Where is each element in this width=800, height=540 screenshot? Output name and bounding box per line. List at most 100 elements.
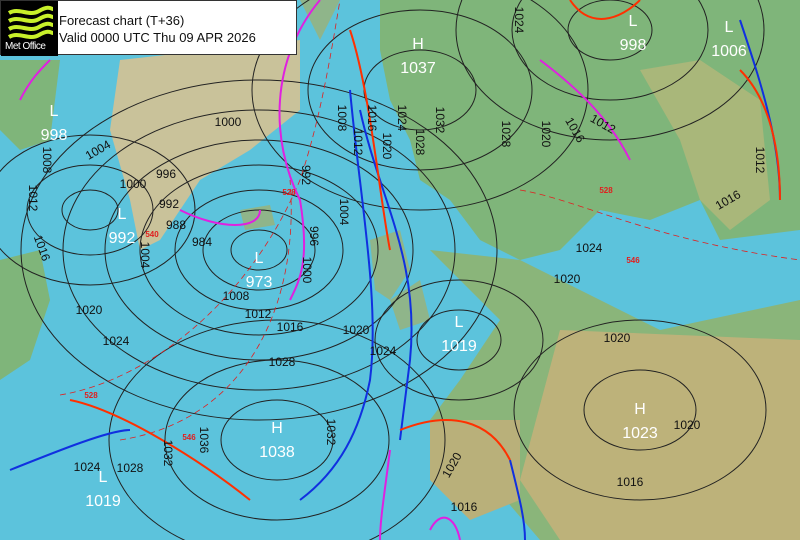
svg-text:L: L <box>455 314 464 331</box>
isobar <box>567 0 653 61</box>
isobar <box>62 109 456 391</box>
isobar-label: 1024 <box>576 241 603 255</box>
isobar <box>511 0 709 101</box>
isobar-label: 1004 <box>138 242 152 269</box>
isobar-label: 1024 <box>395 105 409 132</box>
isobar-label: 1028 <box>269 355 296 369</box>
isobar-label: 1032 <box>161 440 175 467</box>
isobar-label: 1024 <box>370 344 397 358</box>
isobar <box>307 9 533 171</box>
isobar <box>108 319 446 540</box>
svg-text:998: 998 <box>41 127 68 144</box>
svg-text:H: H <box>412 36 424 53</box>
isobar <box>455 0 765 141</box>
isobar-label: 1032 <box>433 107 447 134</box>
isobar <box>374 279 544 401</box>
isobar-label: 1016 <box>277 320 304 334</box>
isobar-label: 1008 <box>335 105 349 132</box>
logo-waves-icon <box>7 5 54 39</box>
pressure-centre-low: L 998 <box>41 103 68 144</box>
isobar-labels: 1024100410001000996992988984100810121016… <box>26 7 767 514</box>
isobar-label: 984 <box>192 235 212 249</box>
isobar <box>220 399 334 481</box>
isobar-label: 1028 <box>117 461 144 475</box>
isobar-label: 996 <box>156 167 176 181</box>
pressure-centre-high: H 1038 <box>259 420 295 461</box>
svg-text:L: L <box>50 103 59 120</box>
isobar-label: 1020 <box>539 121 553 148</box>
svg-text:1037: 1037 <box>400 60 436 77</box>
thickness-label: 528 <box>84 391 98 400</box>
thickness-label: 528 <box>282 188 296 197</box>
isobar-label: 1020 <box>76 303 103 317</box>
svg-text:998: 998 <box>620 37 647 54</box>
isobar-label: 1012 <box>26 185 40 212</box>
thickness-label: 546 <box>626 256 640 265</box>
pressure-centre-low: L 973 <box>246 250 273 291</box>
thickness-label: 546 <box>182 433 196 442</box>
isobar-label: 1000 <box>300 257 314 284</box>
isobar-label: 1032 <box>324 419 338 446</box>
svg-text:L: L <box>629 13 638 30</box>
isobar-label: 1004 <box>337 199 351 226</box>
isobar-label: 992 <box>299 165 313 185</box>
svg-text:1038: 1038 <box>259 444 295 461</box>
isobar-label: 1036 <box>197 427 211 454</box>
isobar <box>164 359 390 521</box>
met-office-logo: Met Office <box>1 1 58 56</box>
pressure-centre-low: L 992 <box>109 206 136 247</box>
occluded-front <box>539 59 631 161</box>
pressure-centre-low: L 1019 <box>441 314 477 355</box>
svg-text:L: L <box>255 250 264 267</box>
svg-text:1006: 1006 <box>711 43 747 60</box>
isobar <box>174 189 344 311</box>
isobar <box>20 79 498 421</box>
isobar-label: 1008 <box>223 289 250 303</box>
isobar-label: 1024 <box>103 334 130 348</box>
isobar <box>513 319 767 501</box>
isobars <box>0 0 767 540</box>
chart-header: Met Office Forecast chart (T+36) Valid 0… <box>0 0 297 56</box>
svg-text:1023: 1023 <box>622 425 658 442</box>
isobar <box>416 309 502 371</box>
thickness-lines <box>59 0 800 441</box>
chart-title: Forecast chart (T+36) <box>59 13 185 28</box>
isobar-label: 1012 <box>245 307 272 321</box>
svg-text:L: L <box>725 19 734 36</box>
svg-text:1019: 1019 <box>85 493 121 510</box>
valid-time: Valid 0000 UTC Thu 09 APR 2026 <box>59 30 256 45</box>
isobar-label: 1016 <box>365 105 379 132</box>
thickness-label: 540 <box>145 230 159 239</box>
isobar-label: 1000 <box>120 177 147 191</box>
pressure-centre-low: L 998 <box>620 13 647 54</box>
svg-text:973: 973 <box>246 274 273 291</box>
thickness-labels: 528 540 546 528 528 546 <box>84 186 640 442</box>
pressure-centre-high: H 1037 <box>400 36 436 77</box>
isobar-label: 1020 <box>343 323 370 337</box>
isobar-label: 988 <box>166 218 186 232</box>
occluded-front <box>429 516 461 540</box>
isobar-label: 1008 <box>40 147 54 174</box>
isobar-label: 1020 <box>554 272 581 286</box>
cold-front <box>299 89 374 501</box>
pressure-centre-high: H 1023 <box>622 401 658 442</box>
isobar <box>0 134 196 286</box>
isobar-label: 1024 <box>512 7 526 34</box>
occluded-front <box>379 449 391 540</box>
isobar <box>26 164 154 256</box>
occluded-front <box>19 59 51 101</box>
cold-front <box>509 459 526 540</box>
warm-front <box>569 0 641 20</box>
isobar-label: 1024 <box>74 460 101 474</box>
svg-text:H: H <box>271 420 283 437</box>
isobar <box>104 139 414 361</box>
isobar <box>230 229 288 271</box>
pressure-centre-low: L 1019 <box>85 469 121 510</box>
svg-text:L: L <box>118 206 127 223</box>
isobar-label: 992 <box>159 197 179 211</box>
isobar-label: 1012 <box>753 147 767 174</box>
warm-front <box>399 419 511 461</box>
warm-front <box>69 399 251 501</box>
cold-front <box>9 429 131 471</box>
isobar-label: 1000 <box>215 115 242 129</box>
